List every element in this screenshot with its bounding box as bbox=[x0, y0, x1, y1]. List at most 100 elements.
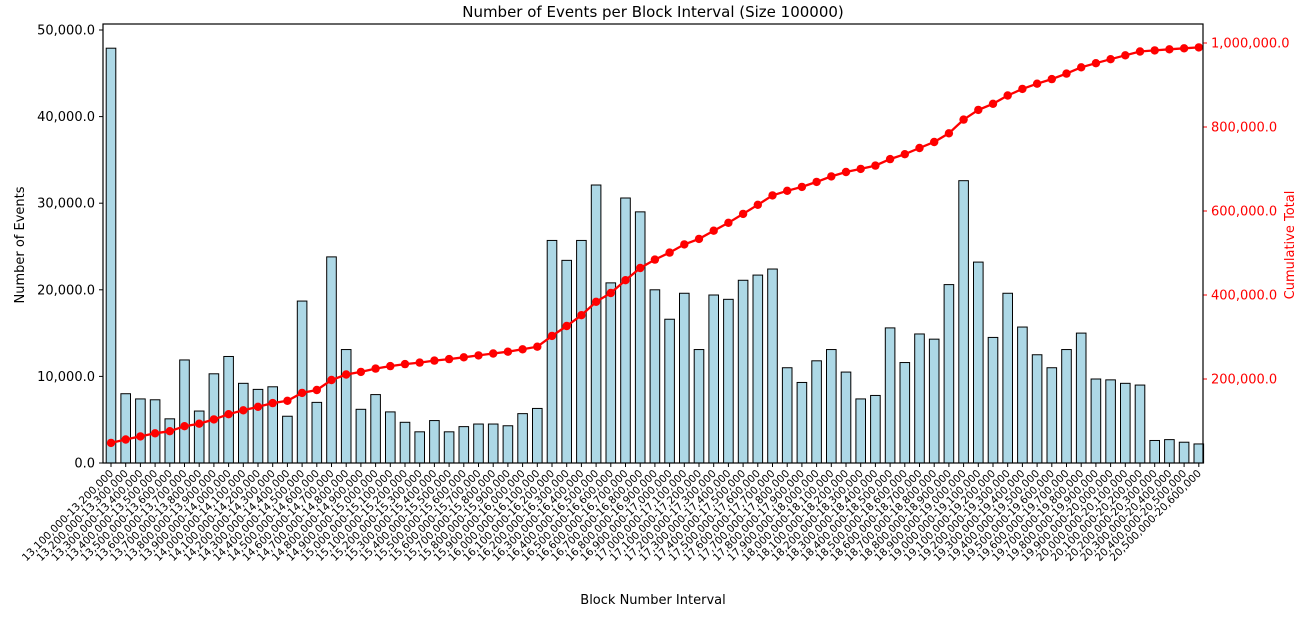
bar bbox=[1149, 439, 1161, 464]
line-marker bbox=[297, 388, 307, 398]
bar bbox=[1075, 332, 1087, 464]
line-marker bbox=[518, 345, 527, 354]
line-marker bbox=[268, 398, 277, 408]
y-tick-label-left: 0.0 bbox=[74, 457, 95, 472]
bar bbox=[664, 318, 675, 464]
bar bbox=[340, 349, 352, 464]
bar bbox=[605, 282, 617, 464]
line-marker bbox=[988, 99, 998, 109]
bar bbox=[517, 413, 528, 464]
y-tick-label-left: 50,000.0 bbox=[37, 24, 95, 39]
line-marker bbox=[283, 396, 292, 405]
bar bbox=[752, 274, 764, 464]
bar bbox=[179, 359, 190, 464]
bar bbox=[840, 371, 852, 464]
bar bbox=[458, 426, 470, 464]
bar bbox=[826, 349, 837, 464]
y-axis-label-right: Cumulative Total bbox=[1283, 191, 1298, 300]
bar bbox=[884, 327, 896, 464]
y-tick-label-right: 1,000,000.0 bbox=[1211, 37, 1290, 52]
line-marker bbox=[797, 182, 807, 192]
bar bbox=[1178, 441, 1190, 464]
y-tick-label-right: 800,000.0 bbox=[1211, 121, 1277, 136]
bar bbox=[267, 386, 278, 464]
bar bbox=[296, 300, 308, 464]
line-marker bbox=[224, 410, 233, 419]
bar bbox=[311, 401, 323, 464]
line-marker bbox=[1121, 51, 1130, 60]
line-marker bbox=[930, 137, 939, 147]
bar bbox=[120, 393, 132, 464]
bar bbox=[443, 431, 455, 464]
line-marker bbox=[533, 342, 542, 351]
line-marker bbox=[327, 375, 336, 385]
bar bbox=[1193, 443, 1205, 464]
line-marker bbox=[356, 367, 366, 377]
line-marker bbox=[415, 358, 424, 367]
line-marker bbox=[915, 143, 924, 153]
y-tick-label-right: 600,000.0 bbox=[1211, 205, 1277, 220]
line-marker bbox=[547, 331, 557, 341]
bar bbox=[576, 239, 587, 464]
bar bbox=[105, 47, 117, 464]
bar bbox=[987, 336, 999, 464]
line-marker bbox=[1003, 91, 1012, 100]
bar bbox=[708, 294, 720, 464]
bar bbox=[370, 394, 381, 464]
bar bbox=[870, 394, 881, 464]
bar bbox=[958, 180, 969, 464]
bar bbox=[1120, 382, 1131, 464]
line-marker bbox=[856, 164, 865, 174]
line-marker bbox=[150, 429, 160, 438]
line-marker bbox=[195, 419, 204, 428]
line-marker bbox=[474, 351, 483, 360]
line-marker bbox=[871, 161, 880, 170]
bar bbox=[326, 256, 337, 464]
line-marker bbox=[724, 218, 733, 227]
line-marker bbox=[812, 177, 821, 187]
bar bbox=[252, 388, 264, 464]
line-marker bbox=[1150, 46, 1159, 55]
line-marker bbox=[753, 200, 762, 209]
axes-spines bbox=[102, 23, 1204, 464]
line-marker bbox=[1047, 74, 1057, 84]
bar bbox=[1090, 378, 1102, 464]
line-marker bbox=[827, 172, 836, 181]
bar bbox=[164, 418, 176, 464]
bar bbox=[649, 289, 661, 464]
line-marker bbox=[430, 356, 439, 365]
bar bbox=[590, 184, 602, 464]
y-axis-label-left: Number of Events bbox=[13, 186, 28, 303]
line-marker bbox=[342, 370, 351, 379]
line-marker bbox=[1106, 55, 1115, 64]
line-marker bbox=[1077, 63, 1086, 72]
bar bbox=[899, 362, 911, 464]
bar bbox=[1061, 349, 1072, 464]
line-marker bbox=[885, 154, 895, 164]
line-marker bbox=[386, 361, 395, 371]
y-tick-label-left: 40,000.0 bbox=[37, 110, 95, 125]
plot-area: 13,100,000-13,200,00013,200,000-13,300,0… bbox=[20, 23, 1290, 564]
line-marker bbox=[1135, 47, 1145, 56]
bar bbox=[502, 425, 514, 464]
line-marker bbox=[180, 422, 189, 431]
y-tick-label-left: 10,000.0 bbox=[37, 370, 95, 385]
line-marker bbox=[841, 167, 851, 177]
line-marker bbox=[1179, 44, 1189, 53]
line-marker bbox=[709, 226, 718, 235]
line-marker bbox=[783, 186, 792, 195]
line-marker bbox=[1062, 69, 1071, 78]
bar bbox=[1164, 439, 1175, 464]
bar bbox=[399, 421, 411, 464]
bar bbox=[1017, 326, 1028, 464]
bar bbox=[414, 431, 425, 464]
bar bbox=[723, 298, 734, 464]
line-marker bbox=[121, 435, 130, 444]
line-marker bbox=[1032, 79, 1042, 88]
line-marker bbox=[209, 415, 219, 424]
line-marker bbox=[503, 347, 513, 356]
line-marker bbox=[606, 288, 615, 298]
bar bbox=[796, 381, 808, 464]
bar bbox=[620, 197, 631, 464]
